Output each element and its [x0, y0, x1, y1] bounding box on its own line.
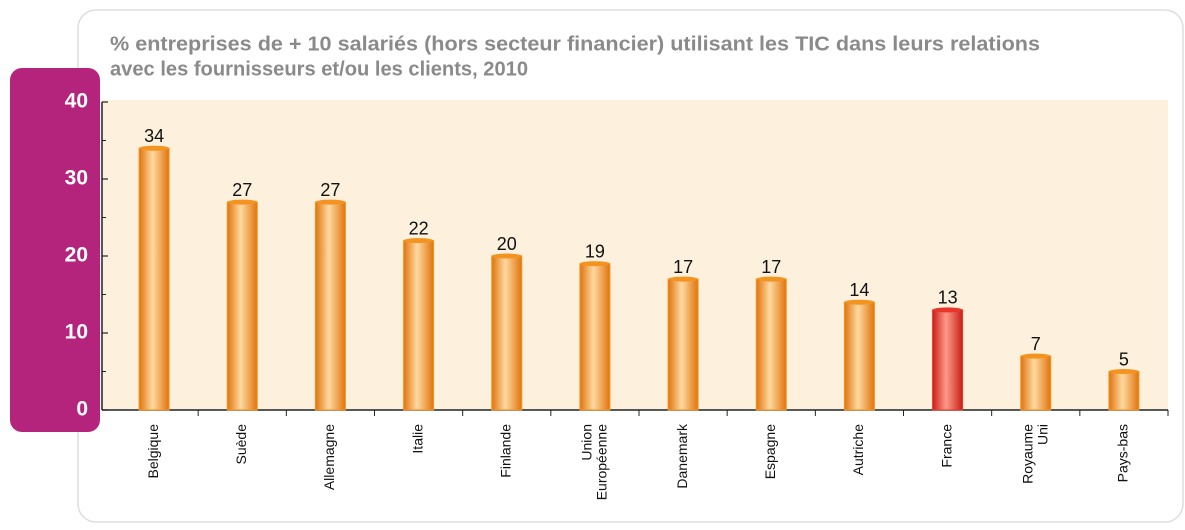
value-label: 14	[849, 280, 869, 300]
y-tick-label: 30	[65, 167, 88, 190]
value-label: 17	[761, 257, 781, 277]
x-tick-label: UnionEuropéenne	[578, 424, 609, 501]
value-label: 17	[673, 257, 693, 277]
bar-cap	[315, 199, 346, 205]
x-tick-label: Espagne	[762, 424, 778, 479]
bar-cap	[668, 276, 699, 282]
value-label: 19	[585, 241, 605, 261]
y-tick-label: 20	[65, 244, 88, 267]
value-label: 27	[320, 180, 340, 200]
bar-cap	[1020, 353, 1051, 359]
y-axis-panel	[10, 68, 100, 432]
value-label: 5	[1119, 349, 1129, 369]
bar	[1020, 355, 1052, 411]
bar-cap	[579, 261, 610, 267]
y-tick-label: 40	[65, 90, 88, 113]
bar-cap	[403, 238, 434, 244]
value-label: 20	[497, 234, 517, 254]
value-label: 13	[938, 288, 958, 308]
bar	[843, 301, 875, 411]
bar-cap	[491, 253, 522, 259]
bar	[314, 201, 346, 411]
bar-cap	[844, 299, 875, 305]
x-tick-label: Italie	[409, 424, 425, 454]
bar	[755, 278, 787, 411]
bar	[932, 309, 964, 411]
x-tick-label: Suède	[233, 424, 249, 465]
x-tick-label: Allemagne	[321, 424, 337, 490]
bar	[491, 255, 523, 411]
x-tick-label: RoyaumeUni	[1019, 424, 1050, 484]
bar	[579, 263, 611, 411]
bar	[667, 278, 699, 411]
bar-cap	[932, 307, 963, 313]
value-label: 34	[144, 126, 164, 146]
y-tick-label: 0	[76, 398, 88, 421]
plot-area	[102, 100, 1168, 410]
value-label: 27	[232, 180, 252, 200]
y-tick-label: 10	[65, 321, 88, 344]
x-tick-label: France	[938, 424, 954, 468]
value-label: 7	[1031, 334, 1041, 354]
value-label: 22	[409, 218, 429, 238]
bar-cap	[756, 276, 787, 282]
x-tick-label: Danemark	[674, 423, 690, 489]
bar	[138, 147, 170, 411]
bar-cap	[1108, 369, 1139, 374]
bar-cap	[227, 199, 258, 205]
bar	[403, 240, 435, 411]
x-tick-label: Autriche	[850, 424, 866, 476]
x-tick-label: Pays-bas	[1115, 424, 1131, 482]
bar	[1108, 371, 1140, 411]
bar-cap	[139, 145, 170, 151]
chart-title: % entreprises de + 10 salariés (hors sec…	[110, 33, 1040, 55]
x-tick-label: Belgique	[145, 424, 161, 479]
chart-title: avec les fournisseurs et/ou les clients,…	[110, 58, 528, 80]
x-tick-label: Finlande	[497, 424, 513, 478]
bar	[226, 201, 258, 411]
